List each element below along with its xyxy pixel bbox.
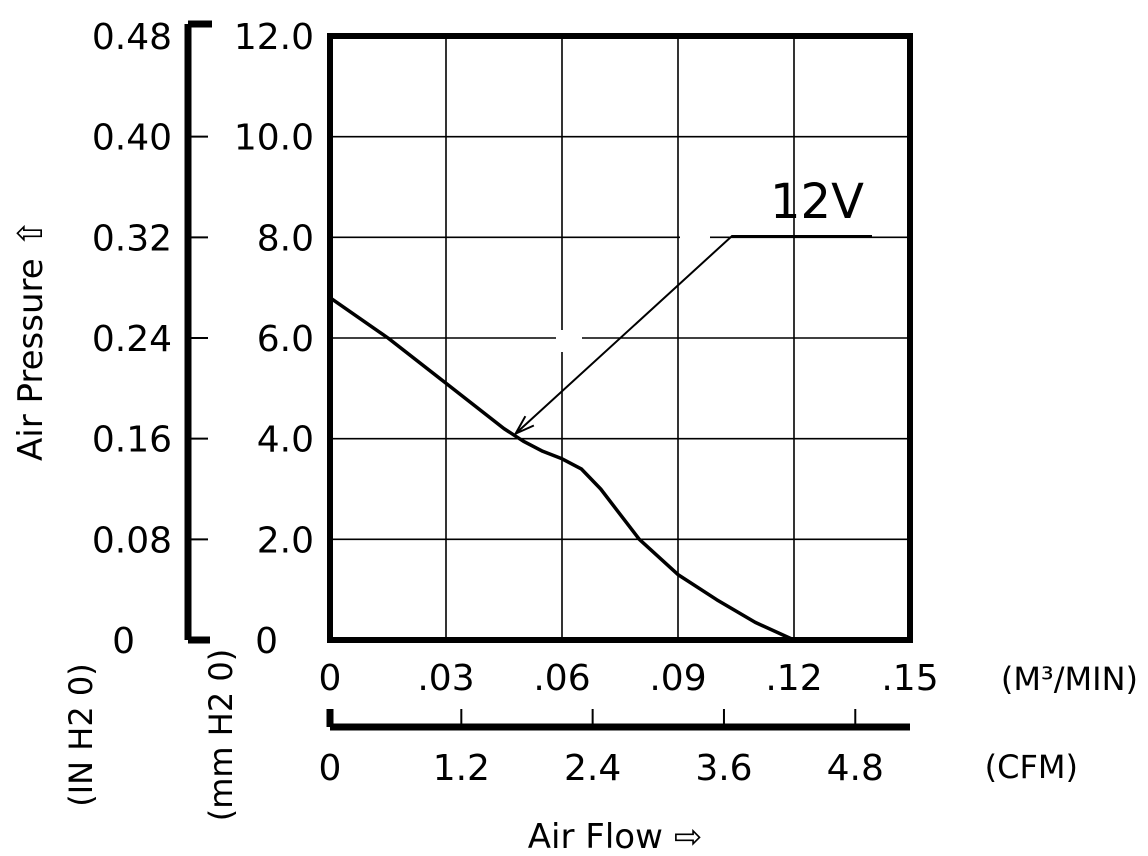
callout-arrowhead <box>513 415 535 436</box>
y-right-tick-label: 2.0 <box>257 520 314 561</box>
callout-gap <box>680 228 710 250</box>
y-axis-title: Air Pressure ⇧ <box>11 219 51 461</box>
y-left-tick-label: 0.16 <box>92 420 172 461</box>
y-right-unit-label: (mm H2 0) <box>202 649 240 821</box>
x-top-tick-label: .12 <box>765 658 822 699</box>
series-callout-label: 12V <box>770 174 864 230</box>
x-top-tick-label: .06 <box>533 658 590 699</box>
x-axis-title: Air Flow ⇨ <box>528 817 702 856</box>
axes <box>184 20 913 731</box>
callout-gap <box>556 330 582 352</box>
y-right-tick-label: 12.0 <box>234 17 314 58</box>
x-top-tick-label: 0 <box>319 658 342 699</box>
y-left-tick-label: 0.08 <box>92 520 172 561</box>
x-bottom-tick-label: 3.6 <box>695 748 752 789</box>
y-left-unit-label: (IN H2 0) <box>62 663 100 806</box>
y-right-tick-label: 6.0 <box>257 319 314 360</box>
x-bottom-tick-label: 0 <box>319 748 342 789</box>
x-top-tick-label: .09 <box>649 658 706 699</box>
x-bottom-tick-label: 1.2 <box>433 748 490 789</box>
y-left-tick-label: 0.32 <box>92 218 172 259</box>
tick-labels: 0 1.2 2.4 3.6 4.8 0 .03 .06 .09 .12 .15 0 0.08 0.16 0.… <box>92 17 939 789</box>
x-bottom-tick-label: 4.8 <box>827 748 884 789</box>
x-bottom-tick-label: 2.4 <box>564 748 621 789</box>
y-right-tick-label: 8.0 <box>257 218 314 259</box>
y-left-tick-label: 0.24 <box>92 319 172 360</box>
grid-lines <box>330 36 910 640</box>
y-right-tick-label: 0 <box>255 621 278 662</box>
y-left-tick-label: 0.48 <box>92 17 172 58</box>
x-bottom-unit-label: (CFM) <box>985 748 1078 786</box>
plot-frame <box>327 33 913 643</box>
x-top-unit-label: (M³/MIN) <box>1001 660 1138 698</box>
y-right-tick-label: 10.0 <box>234 118 314 159</box>
y-right-tick-label: 4.0 <box>257 420 314 461</box>
y-left-tick-label: 0 <box>112 621 135 662</box>
x-top-tick-label: .15 <box>881 658 938 699</box>
series-line-12v <box>329 296 795 642</box>
x-top-tick-label: .03 <box>417 658 474 699</box>
callout-leader <box>514 235 872 435</box>
y-left-tick-label: 0.40 <box>92 118 172 159</box>
series-group <box>329 235 872 642</box>
